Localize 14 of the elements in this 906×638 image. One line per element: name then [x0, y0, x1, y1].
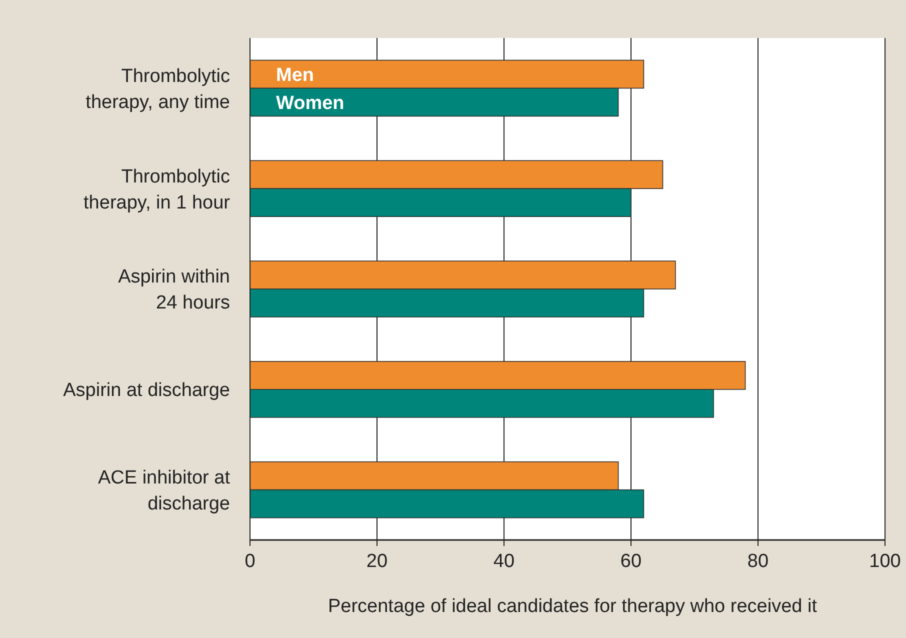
- x-axis-title: Percentage of ideal candidates for therapy who received it: [328, 596, 818, 617]
- y-tick-label: Thrombolytic therapy, in 1 hour: [84, 166, 231, 214]
- y-tick-label: Thrombolytic therapy, any time: [86, 66, 230, 113]
- series-label: Women: [276, 92, 344, 114]
- x-tick-label: 40: [493, 551, 515, 572]
- x-tick-label: 100: [869, 551, 901, 572]
- x-tick-label: 0: [244, 551, 256, 572]
- y-tick-label: Aspirin within 24 hours: [118, 266, 230, 314]
- series-label: Men: [276, 64, 314, 86]
- x-tick-label: 80: [747, 551, 769, 572]
- x-tick-label: 60: [620, 551, 642, 572]
- x-tick-label: 20: [366, 551, 388, 572]
- y-tick-label: Aspirin at discharge: [63, 380, 230, 402]
- y-tick-label: ACE inhibitor at discharge: [98, 467, 231, 514]
